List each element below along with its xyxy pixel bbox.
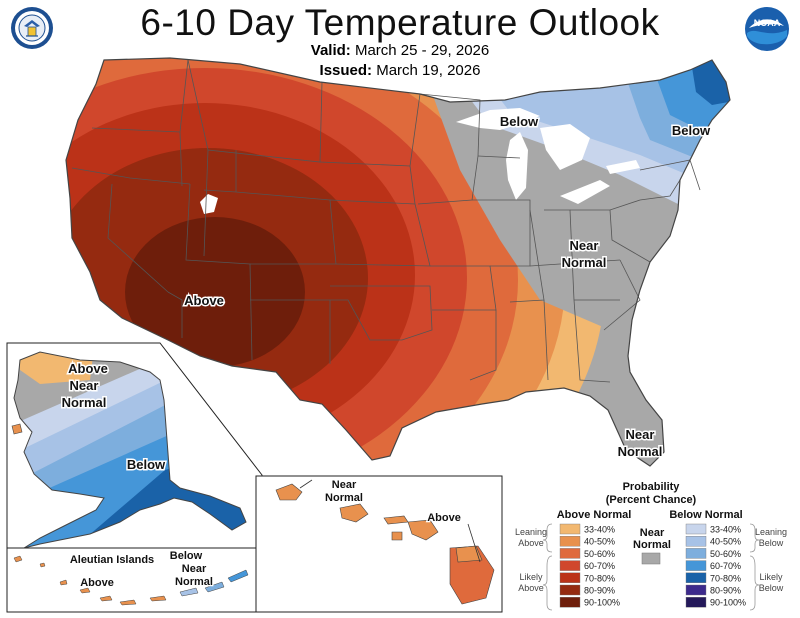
legend-above-label-4: 70-80% xyxy=(584,573,615,583)
label-near-florida-1: Near xyxy=(626,427,655,442)
svg-text:NOAA: NOAA xyxy=(754,18,781,28)
label-near-center-1: Near xyxy=(570,238,599,253)
legend-above-label-2: 50-60% xyxy=(584,549,615,559)
lake-erie xyxy=(560,180,610,204)
legend-above-label-1: 40-50% xyxy=(584,537,615,547)
legend-leaning-above-1: Leaning xyxy=(515,527,547,537)
lake-huron xyxy=(540,124,590,170)
legend-above-swatch-3 xyxy=(559,560,581,571)
legend-above-label-0: 33-40% xyxy=(584,525,615,535)
legend-near-1: Near xyxy=(640,527,665,539)
label-near-florida-2: Normal xyxy=(618,444,663,459)
doc-seal-icon xyxy=(11,7,53,49)
valid-label: Valid: xyxy=(310,42,351,59)
valid-range: March 25 - 29, 2026 xyxy=(354,42,490,59)
label-ak-near-1: Near xyxy=(70,378,99,393)
legend-likely-below-1: Likely xyxy=(759,572,783,582)
legend-likely-above-2: Above xyxy=(518,583,544,593)
legend-below-swatch-1 xyxy=(685,536,707,547)
legend-above-swatch-6 xyxy=(559,597,581,608)
legend-above-header: Above Normal xyxy=(557,509,632,521)
issued-line: Issued: March 19, 2026 xyxy=(0,62,800,79)
noaa-logo-icon: NOAA xyxy=(745,7,789,51)
label-aleutian-below: Below xyxy=(170,550,203,562)
label-above-conus: Above xyxy=(184,293,224,308)
legend-above-rows: 33-40% 40-50% 50-60% 60-70% 70-80% 80-90% 90-1… xyxy=(559,523,620,608)
conus-outline xyxy=(65,57,731,467)
hawaii-inset: Near Normal Above xyxy=(255,475,503,613)
label-aleutian-title: Aleutian Islands xyxy=(70,554,154,566)
label-hi-above: Above xyxy=(427,512,461,524)
legend-leaning-above-2: Above xyxy=(518,538,544,548)
legend-below-label-5: 80-90% xyxy=(710,586,741,596)
legend-below-label-6: 90-100% xyxy=(710,598,746,608)
legend-below-swatch-6 xyxy=(685,597,707,608)
label-ak-above: Above xyxy=(68,361,108,376)
legend-above-swatch-5 xyxy=(559,584,581,596)
legend-above-label-6: 90-100% xyxy=(584,598,620,608)
lake-superior xyxy=(456,108,540,130)
label-below-new-england: Below xyxy=(672,123,711,138)
oahu xyxy=(339,503,369,523)
legend-likely-above-1: Likely xyxy=(519,572,543,582)
state-borders xyxy=(71,59,701,383)
legend: Probability (Percent Chance) Above Norma… xyxy=(515,481,787,611)
legend-leaning-below-1: Leaning xyxy=(755,527,787,537)
legend-title-2: (Percent Chance) xyxy=(606,494,697,506)
label-hi-near-2: Normal xyxy=(325,492,363,504)
legend-below-label-4: 70-80% xyxy=(710,573,741,583)
lake-michigan xyxy=(506,132,528,200)
label-aleutian-near-2: Normal xyxy=(175,576,213,588)
label-below-great-lakes: Below xyxy=(500,114,539,129)
issued-label: Issued: xyxy=(319,62,373,79)
lake-ontario xyxy=(606,160,640,174)
legend-below-label-3: 60-70% xyxy=(710,561,741,571)
legend-above-label-3: 60-70% xyxy=(584,561,615,571)
above-90-100-band xyxy=(125,217,305,367)
legend-below-swatch-3 xyxy=(685,560,707,571)
legend-below-label-1: 40-50% xyxy=(710,537,741,547)
maui xyxy=(407,519,439,541)
issued-date: March 19, 2026 xyxy=(376,62,481,79)
label-near-center-2: Normal xyxy=(562,255,607,270)
lanai xyxy=(391,531,403,541)
label-ak-near-2: Normal xyxy=(62,395,107,410)
aleutian-inset: Aleutian Islands Above Below Near Normal xyxy=(6,547,257,613)
legend-below-label-0: 33-40% xyxy=(710,525,741,535)
label-aleutian-above: Above xyxy=(80,577,114,589)
legend-above-label-5: 80-90% xyxy=(584,586,615,596)
valid-line: Valid: March 25 - 29, 2026 xyxy=(0,42,800,59)
legend-above-swatch-1 xyxy=(559,536,581,547)
alaska-inset: Above Near Normal Below xyxy=(6,342,263,549)
legend-below-swatch-4 xyxy=(685,572,707,583)
kauai xyxy=(275,483,303,501)
legend-title-1: Probability xyxy=(623,481,681,493)
legend-below-header: Below Normal xyxy=(669,509,742,521)
legend-likely-below-2: Below xyxy=(759,583,784,593)
legend-below-swatch-5 xyxy=(685,584,707,596)
legend-above-swatch-2 xyxy=(559,548,581,559)
legend-below-swatch-0 xyxy=(685,523,707,535)
legend-near-2: Normal xyxy=(633,539,671,551)
map-title: 6-10 Day Temperature Outlook xyxy=(140,2,660,43)
label-ak-below: Below xyxy=(127,457,166,472)
legend-below-swatch-2 xyxy=(685,548,707,559)
label-aleutian-near-1: Near xyxy=(182,563,207,575)
legend-above-swatch-0 xyxy=(559,523,581,535)
label-hi-near-1: Near xyxy=(332,479,357,491)
legend-below-rows: 33-40% 40-50% 50-60% 60-70% 70-80% 80-90% 90-1… xyxy=(685,523,746,608)
legend-near-swatch xyxy=(641,552,661,565)
legend-below-label-2: 50-60% xyxy=(710,549,741,559)
legend-leaning-below-2: Below xyxy=(759,538,784,548)
great-salt-lake xyxy=(200,194,218,214)
legend-above-swatch-4 xyxy=(559,572,581,583)
